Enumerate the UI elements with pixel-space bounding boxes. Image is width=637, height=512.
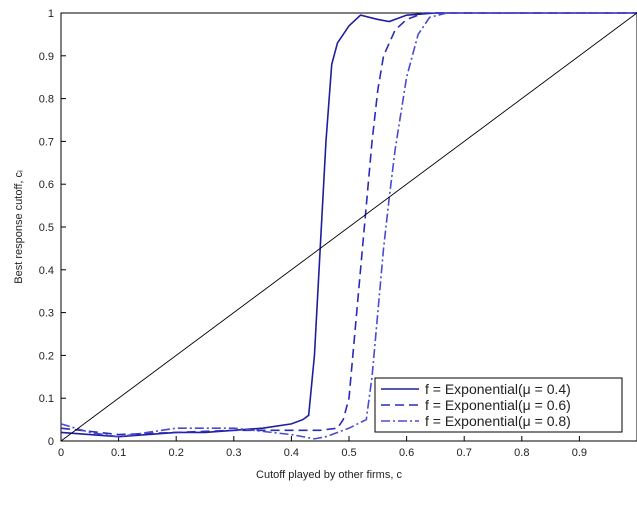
x-tick-label: 0.4 <box>284 447 299 459</box>
y-axis-label: Best response cutoff, cᵢ <box>13 170 25 284</box>
y-tick-label: 0.4 <box>39 265 54 277</box>
legend-label: f = Exponential(μ = 0.8) <box>425 413 571 429</box>
y-tick-label: 0.6 <box>39 179 54 191</box>
x-tick-label: 0.3 <box>226 447 241 459</box>
x-tick-label: 0.7 <box>457 447 472 459</box>
series-line <box>60 12 637 440</box>
x-tick-label: 0.5 <box>341 447 356 459</box>
y-tick-label: 1 <box>48 8 54 20</box>
y-tick-label: 0 <box>48 436 54 448</box>
y-tick-label: 0.5 <box>39 222 54 234</box>
y-tick-label: 0.3 <box>39 308 54 320</box>
x-tick-label: 0.1 <box>111 447 126 459</box>
x-tick-label: 0.6 <box>399 447 414 459</box>
x-tick-label: 0.8 <box>514 447 529 459</box>
legend-label: f = Exponential(μ = 0.6) <box>425 397 571 413</box>
x-tick-label: 0.2 <box>169 447 184 459</box>
series-line <box>60 12 637 436</box>
y-tick-label: 0.1 <box>39 393 54 405</box>
x-tick-label: 0 <box>58 447 64 459</box>
y-tick-label: 0.9 <box>39 51 54 63</box>
y-tick-label: 0.7 <box>39 136 54 148</box>
legend-label: f = Exponential(μ = 0.4) <box>425 381 571 397</box>
x-tick-label: 0.9 <box>572 447 587 459</box>
series-line <box>60 12 637 442</box>
x-axis-label: Cutoff played by other firms, c <box>256 469 402 481</box>
y-tick-label: 0.8 <box>39 94 54 106</box>
y-tick-label: 0.2 <box>39 350 54 362</box>
